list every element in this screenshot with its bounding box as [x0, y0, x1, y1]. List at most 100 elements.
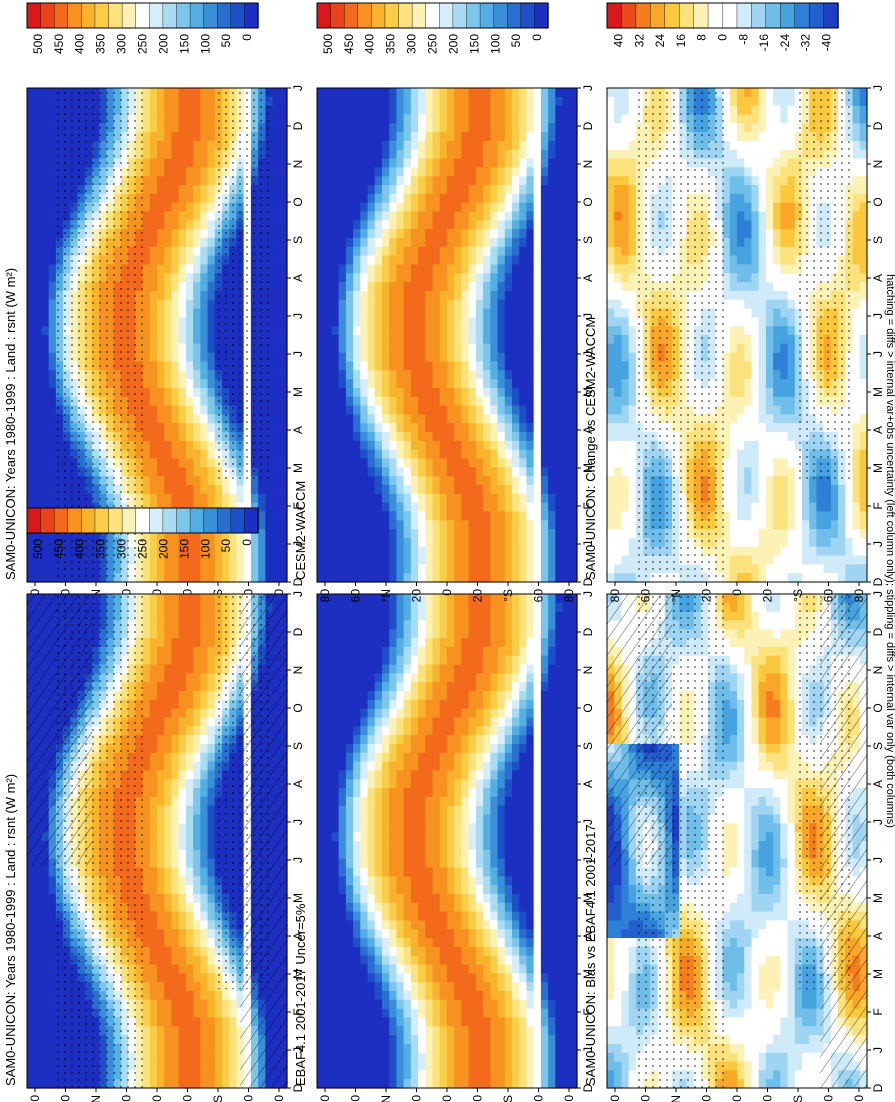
heatmap-cell: [279, 317, 288, 327]
heatmap-cell: [27, 88, 35, 98]
heatmap-cell: [353, 708, 361, 719]
heatmap-cell: [157, 467, 165, 477]
heatmap-cell: [171, 440, 180, 451]
month-tick-label: D: [291, 577, 305, 586]
heatmap-cell: [34, 387, 43, 398]
heatmap-cell: [338, 911, 347, 921]
heatmap-cell: [27, 264, 35, 274]
heatmap-cell: [396, 770, 405, 780]
heatmap-cell: [157, 1070, 165, 1080]
heatmap-cell: [164, 911, 173, 921]
heatmap-cell: [185, 440, 194, 451]
heatmap-cell: [157, 849, 165, 860]
heatmap-cell: [345, 902, 354, 913]
heatmap-cell: [265, 573, 274, 583]
heatmap-cell: [207, 1052, 216, 1063]
heatmap-cell: [178, 929, 187, 939]
heatmap-cell: [193, 229, 201, 239]
heatmap-cell: [171, 326, 180, 336]
heatmap-cell: [149, 629, 158, 639]
heatmap-cell: [178, 502, 187, 513]
heatmap-cell: [331, 1026, 340, 1036]
month-tick-label: A: [291, 932, 305, 940]
heatmap-cell: [48, 370, 57, 380]
heatmap-cell: [200, 352, 209, 363]
heatmap-cell: [338, 999, 347, 1010]
heatmap-cell: [34, 946, 43, 957]
heatmap-cell: [410, 1070, 419, 1080]
heatmap-cell: [418, 602, 426, 613]
heatmap-cell: [185, 193, 194, 204]
heatmap-cell: [193, 902, 201, 913]
heatmap-cell: [353, 770, 361, 780]
heatmap-cell: [48, 361, 57, 371]
heatmap-cell: [338, 664, 347, 674]
heatmap-cell: [279, 326, 288, 336]
heatmap-cell: [324, 735, 333, 745]
heatmap-cell: [157, 796, 165, 807]
heatmap-cell: [272, 132, 281, 142]
heatmap-cell: [34, 405, 43, 415]
heatmap-cell: [374, 823, 383, 833]
heatmap-cell: [317, 594, 325, 604]
heatmap-cell: [410, 805, 419, 816]
heatmap-cell: [48, 449, 57, 460]
heatmap-cell: [403, 1043, 412, 1054]
heatmap-cell: [157, 1061, 165, 1071]
heatmap-cell: [185, 717, 194, 727]
heatmap-cell: [142, 537, 151, 548]
heatmap-cell: [207, 158, 216, 168]
heatmap-cell: [34, 88, 43, 98]
heatmap-cell: [396, 999, 405, 1010]
heatmap-cell: [171, 264, 180, 274]
heatmap-cell: [41, 1061, 50, 1071]
heatmap-cell: [331, 1052, 340, 1063]
heatmap-cell: [185, 352, 194, 363]
heatmap-cell: [142, 638, 151, 648]
colorbar-swatch: [244, 507, 259, 534]
heatmap-cell: [353, 752, 361, 763]
heatmap-cell: [193, 529, 201, 539]
heatmap-cell: [193, 564, 201, 574]
heatmap-cell: [367, 629, 376, 639]
heatmap-cell: [367, 770, 376, 780]
heatmap-cell: [389, 902, 398, 913]
heatmap-cell: [396, 858, 405, 869]
heatmap-cell: [367, 929, 376, 939]
heatmap-cell: [149, 1026, 158, 1036]
heatmap-cell: [382, 867, 390, 877]
heatmap-cell: [48, 964, 57, 974]
heatmap-cell: [279, 290, 288, 301]
heatmap-cell: [418, 726, 426, 736]
heatmap-cell: [353, 849, 361, 860]
heatmap-cell: [149, 638, 158, 648]
heatmap-cell: [345, 1079, 354, 1089]
heatmap-cell: [149, 946, 158, 957]
heatmap-cell: [193, 88, 201, 98]
heatmap-cell: [403, 717, 412, 727]
heatmap-cell: [200, 299, 209, 310]
heatmap-cell: [265, 511, 274, 521]
heatmap-cell: [374, 699, 383, 710]
month-tick-label: F: [291, 502, 305, 509]
heatmap-cell: [178, 743, 187, 754]
heatmap-cell: [149, 823, 158, 833]
heatmap-cell: [207, 999, 216, 1010]
heatmap-cell: [374, 1079, 383, 1089]
heatmap-cell: [178, 699, 187, 710]
heatmap-cell: [410, 1079, 419, 1089]
heatmap-cell: [272, 255, 281, 266]
heatmap-cell: [360, 673, 369, 683]
heatmap-cell: [41, 352, 50, 363]
heatmap-cell: [149, 1061, 158, 1071]
heatmap-cell: [353, 841, 361, 851]
heatmap-cell: [338, 849, 347, 860]
heatmap-cell: [149, 902, 158, 913]
heatmap-cell: [207, 193, 216, 204]
heatmap-cell: [41, 229, 50, 239]
heatmap-cell: [382, 955, 390, 966]
heatmap-cell: [41, 335, 50, 345]
heatmap-cell: [331, 999, 340, 1010]
heatmap-cell: [200, 1079, 209, 1089]
heatmap-cell: [207, 96, 216, 107]
